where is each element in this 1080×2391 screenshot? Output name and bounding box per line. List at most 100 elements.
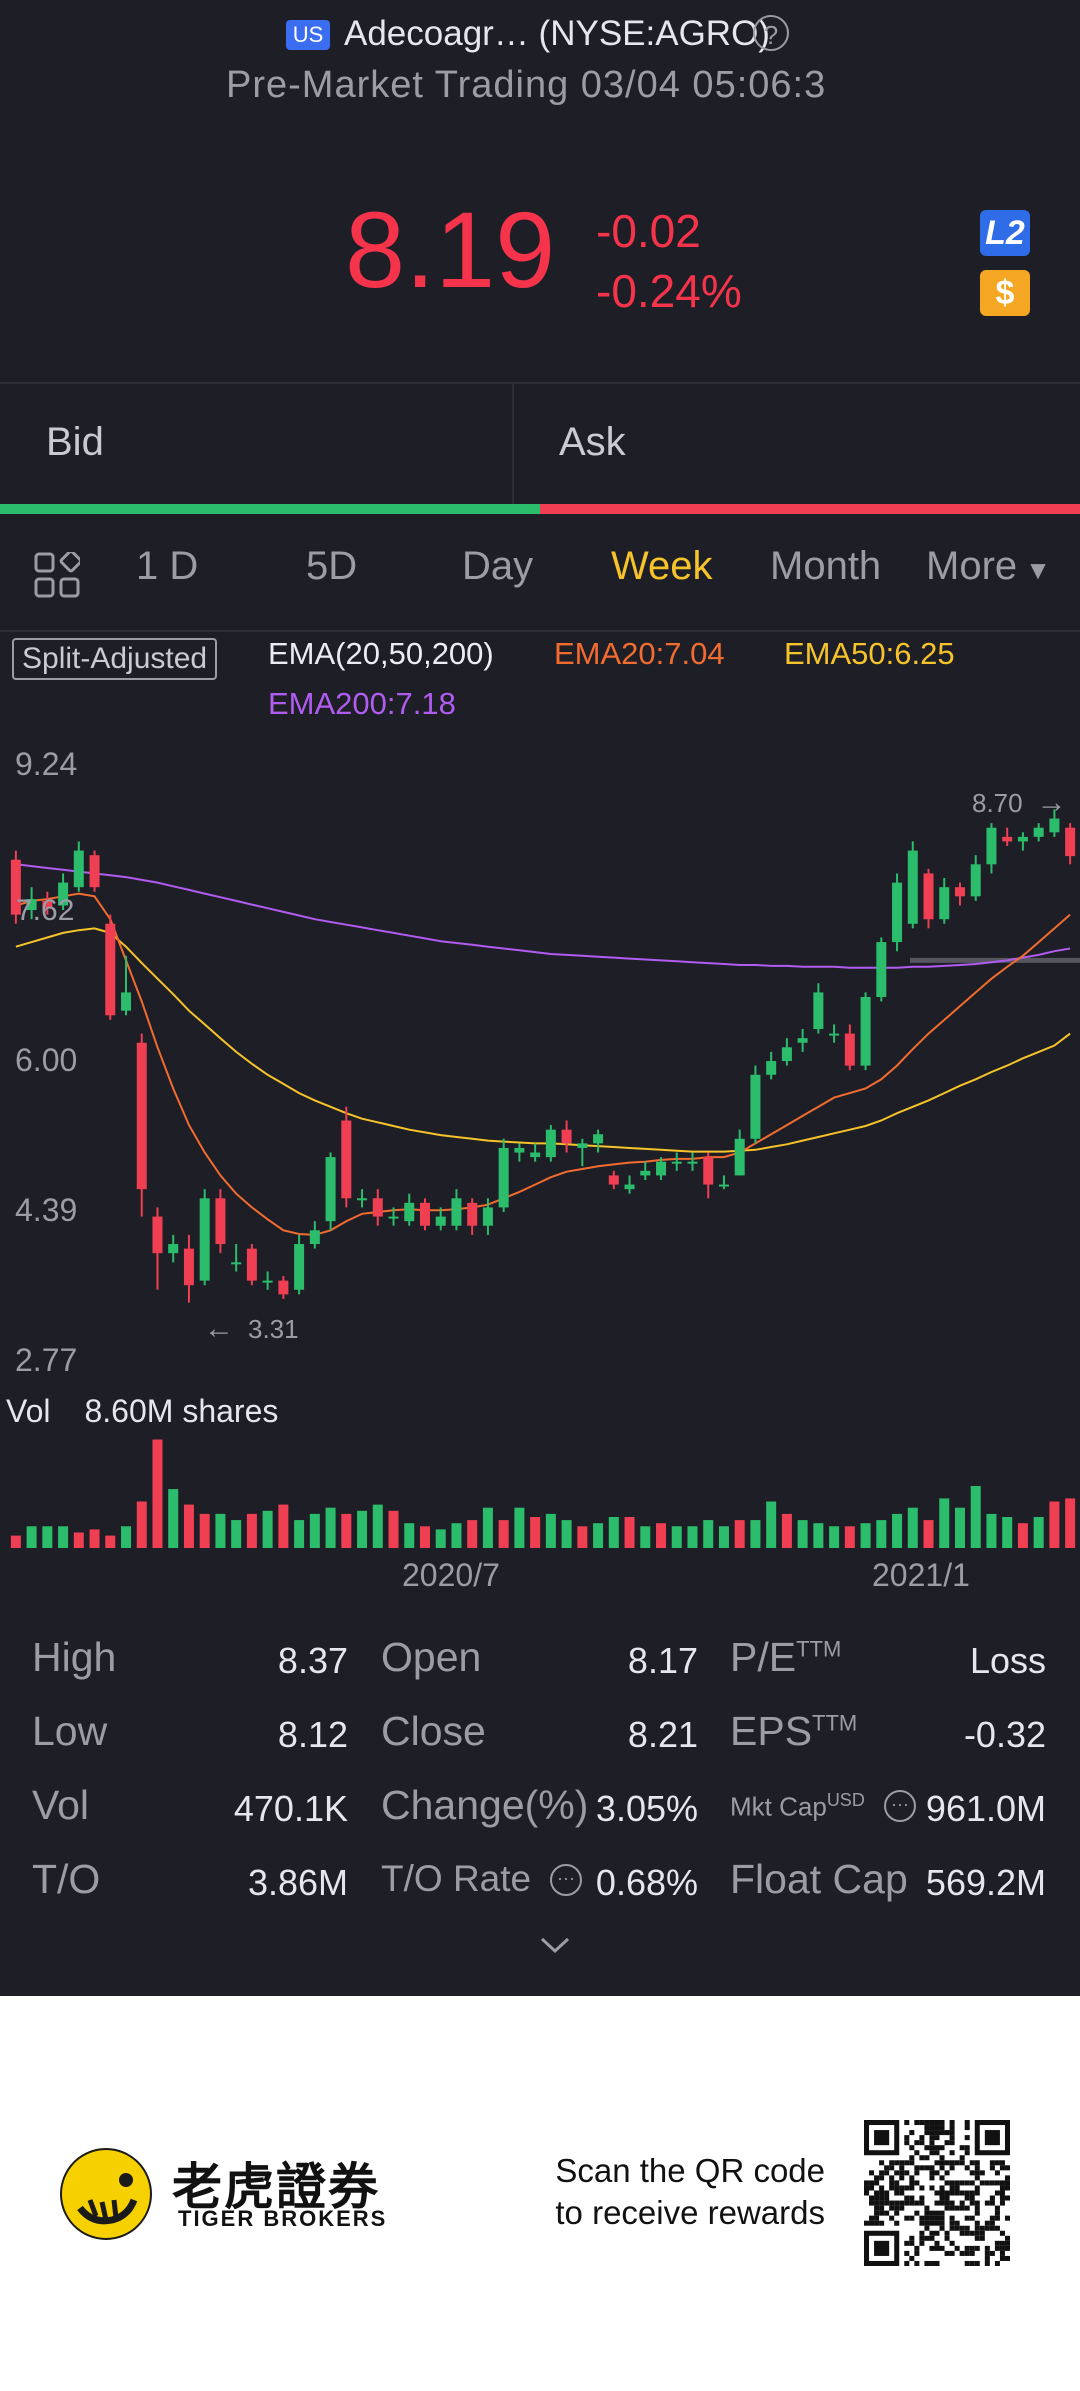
volume-bar <box>561 1520 572 1548</box>
qr-module <box>904 2215 910 2221</box>
info-dots-icon[interactable]: ··· <box>550 1864 582 1896</box>
qr-module <box>909 2240 915 2246</box>
ema-indicator-label[interactable]: EMA(20,50,200) <box>268 636 494 671</box>
qr-module <box>934 2130 940 2136</box>
qr-module <box>904 2135 910 2141</box>
volume-bar <box>152 1439 163 1548</box>
qr-module <box>864 2190 870 2196</box>
dollar-badge[interactable]: $ <box>980 270 1030 316</box>
candle-body <box>640 1170 651 1176</box>
qr-module <box>909 2215 915 2221</box>
qr-module <box>899 2205 905 2211</box>
qr-module <box>874 2175 880 2181</box>
volume-bar <box>797 1520 808 1548</box>
qr-module <box>994 2240 1000 2246</box>
ask-label[interactable]: Ask <box>559 420 626 464</box>
qr-module <box>894 2190 900 2196</box>
qr-module <box>999 2200 1005 2206</box>
qr-module <box>1004 2195 1010 2201</box>
promo-line-1: Scan the QR code <box>555 2152 825 2189</box>
layout-grid-icon[interactable] <box>34 552 80 598</box>
qr-module <box>889 2215 895 2221</box>
ema20-line <box>15 892 1071 1236</box>
qr-module <box>919 2240 925 2246</box>
mktcap-label-text: Mkt Cap <box>730 1791 827 1822</box>
volume-bar <box>168 1489 179 1548</box>
tab-5d[interactable]: 5D <box>306 544 358 588</box>
qr-module <box>909 2145 915 2151</box>
candle-body <box>451 1198 462 1226</box>
tab-more-label: More <box>926 544 1018 588</box>
level2-badge[interactable]: L2 <box>980 210 1030 256</box>
tab-more[interactable]: More ▼ <box>926 544 1051 589</box>
split-adjusted-toggle[interactable]: Split-Adjusted <box>12 638 218 680</box>
candle-body <box>1065 827 1076 857</box>
candle-body <box>73 850 84 888</box>
candlestick-chart[interactable] <box>0 730 1080 1370</box>
qr-module <box>964 2205 970 2211</box>
candle-body <box>231 1262 242 1265</box>
qr-module <box>949 2185 955 2191</box>
qr-module <box>934 2260 940 2266</box>
qr-module <box>934 2240 940 2246</box>
candle-body <box>844 1033 855 1066</box>
qr-module <box>974 2175 980 2181</box>
qr-module <box>924 2215 930 2221</box>
qr-module <box>919 2195 925 2201</box>
candle-body <box>876 942 887 997</box>
qr-module <box>929 2220 935 2226</box>
tab-day[interactable]: Day <box>462 544 534 588</box>
qr-module <box>994 2260 1000 2266</box>
tab-1d[interactable]: 1 D <box>136 544 199 588</box>
volume-bar <box>545 1513 556 1548</box>
qr-module <box>999 2240 1005 2246</box>
bid-label[interactable]: Bid <box>46 420 104 464</box>
qr-module <box>994 2215 1000 2221</box>
qr-module <box>879 2170 885 2176</box>
qr-module <box>944 2160 950 2166</box>
qr-module <box>889 2160 895 2166</box>
chevron-down-icon[interactable] <box>538 1934 572 1956</box>
qr-module <box>944 2180 950 2186</box>
qr-module <box>924 2125 930 2131</box>
qr-module <box>989 2225 995 2231</box>
candle-body <box>561 1129 572 1144</box>
tab-week[interactable]: Week <box>611 544 713 588</box>
tab-month[interactable]: Month <box>770 544 882 588</box>
qr-finder <box>984 2130 1000 2146</box>
stat-pe-value: Loss <box>969 1640 1046 1681</box>
qr-module <box>944 2140 950 2146</box>
volume-bar <box>530 1517 541 1548</box>
high-marker-value: 8.70 <box>972 788 1023 818</box>
qr-module <box>869 2170 875 2176</box>
qr-module <box>919 2185 925 2191</box>
qr-module <box>904 2185 910 2191</box>
qr-module <box>924 2220 930 2226</box>
qr-module <box>954 2245 960 2251</box>
qr-module <box>874 2215 880 2221</box>
qr-code-icon[interactable] <box>864 2120 1010 2266</box>
qr-module <box>914 2180 920 2186</box>
question-circle-icon[interactable]: ? <box>753 15 789 51</box>
volume-label: Vol 8.60M shares <box>6 1393 278 1430</box>
qr-module <box>939 2225 945 2231</box>
qr-module <box>929 2210 935 2216</box>
qr-module <box>929 2165 935 2171</box>
x-tick-label: 2020/7 <box>402 1557 500 1593</box>
volume-bar <box>624 1517 635 1548</box>
qr-module <box>914 2250 920 2256</box>
qr-module <box>974 2165 980 2171</box>
volume-bar <box>1017 1523 1028 1548</box>
qr-module <box>994 2190 1000 2196</box>
candle-body <box>687 1161 698 1164</box>
volume-bar <box>215 1513 226 1548</box>
qr-module <box>919 2120 925 2126</box>
stock-title[interactable]: Adecoagr… (NYSE:AGRO) <box>344 14 770 53</box>
volume-bar <box>939 1498 950 1548</box>
qr-module <box>964 2215 970 2221</box>
info-dots-icon[interactable]: ··· <box>884 1790 916 1822</box>
qr-module <box>959 2200 965 2206</box>
qr-module <box>889 2165 895 2171</box>
volume-bar <box>876 1520 887 1548</box>
qr-module <box>979 2180 985 2186</box>
